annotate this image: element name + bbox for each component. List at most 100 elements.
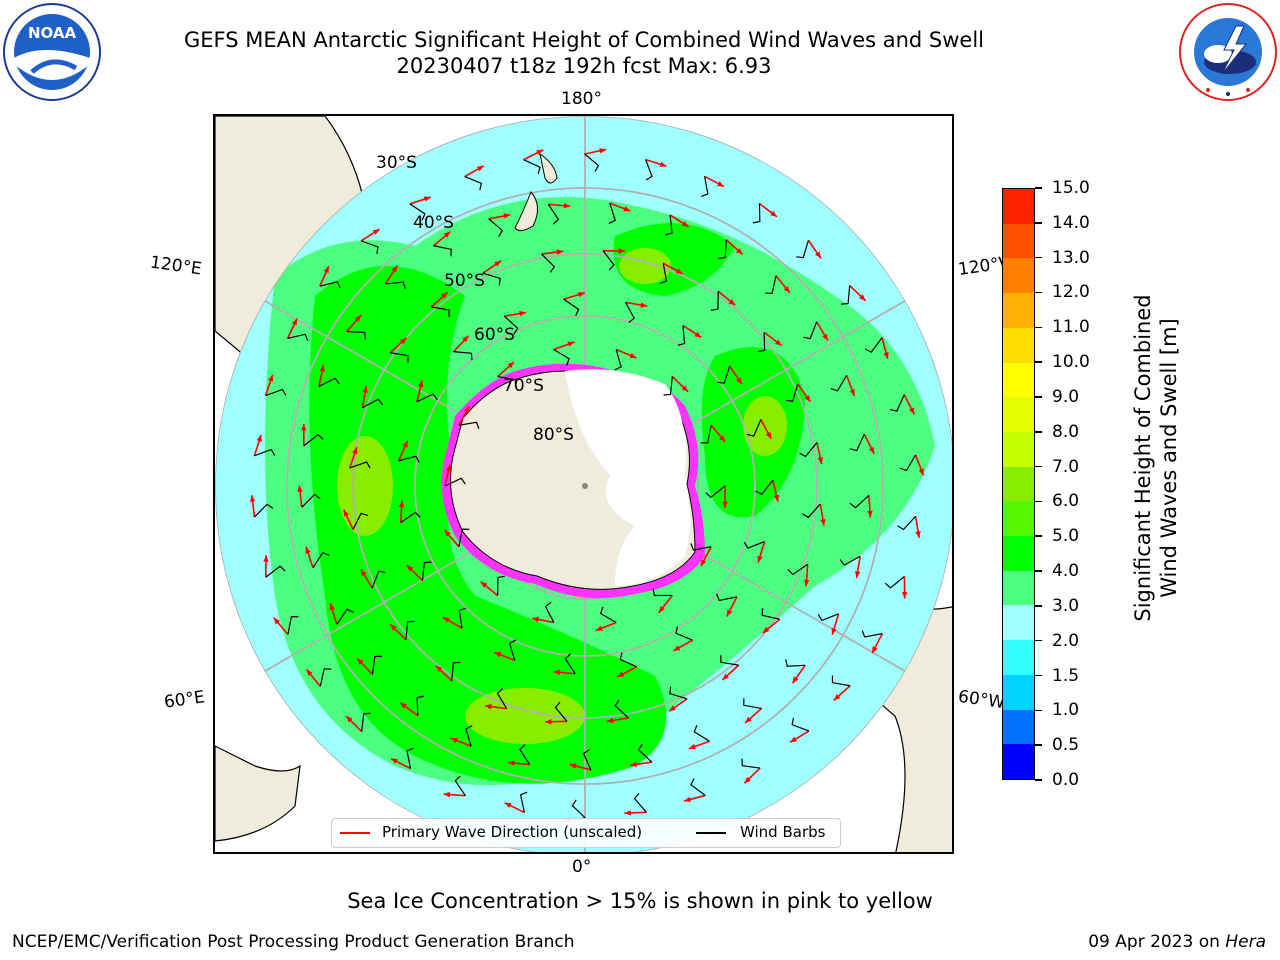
colorbar-tick	[1035, 605, 1042, 607]
wave-arrow-head	[668, 705, 676, 712]
wave-arrow-head	[700, 559, 707, 567]
wind-barb	[677, 325, 686, 346]
wind-barb	[717, 365, 731, 384]
wind-barb	[303, 433, 324, 447]
map-canvas	[215, 116, 952, 852]
lon-label-180: 180°	[561, 89, 602, 109]
colorbar-tick	[1035, 431, 1042, 433]
lat-label-50s: 50°S	[444, 271, 485, 291]
wave-arrow-head	[722, 673, 730, 680]
colorbar-tick-label: 11.0	[1052, 317, 1090, 338]
wind-barb	[421, 561, 432, 581]
wind-barb	[669, 686, 688, 700]
wave-arrow-head	[719, 435, 726, 443]
wind-barb	[547, 204, 560, 225]
wind-barb	[398, 455, 420, 463]
wind-barb	[720, 655, 739, 666]
wave-arrow-head	[504, 802, 512, 808]
colorbar-tick-label: 1.0	[1052, 700, 1080, 721]
wind-barb	[599, 606, 617, 624]
wave-arrow-head	[441, 292, 448, 299]
wind-barb	[400, 511, 421, 524]
wave-arrow-head	[391, 265, 398, 273]
wave-arrow-head	[476, 165, 484, 172]
wave-arrow-head	[544, 718, 552, 725]
wind-barb	[693, 725, 710, 742]
wave-arrow-head	[717, 181, 725, 187]
colorbar-tick-label: 8.0	[1052, 421, 1080, 442]
wind-barb	[619, 652, 637, 668]
lon-label-60w: 60°W	[956, 686, 1007, 714]
wave-arrow-head	[883, 351, 889, 359]
polar-map	[213, 114, 954, 854]
wind-barb	[608, 202, 616, 224]
colorbar-segment	[1003, 709, 1034, 745]
wind-barb	[785, 659, 806, 667]
wave-arrow-head	[443, 791, 451, 798]
wind-barb	[741, 758, 761, 769]
wave-arrow-head	[833, 694, 841, 701]
wave-arrow-head	[728, 299, 736, 306]
wind-barb	[453, 351, 473, 361]
wind-barb	[318, 377, 340, 387]
wind-barb	[287, 616, 299, 635]
wind-barb	[841, 285, 851, 305]
wind-barb	[319, 668, 332, 687]
colorbar-tick	[1035, 570, 1042, 572]
wave-arrow-head	[268, 374, 274, 382]
wave-arrow-head	[790, 736, 797, 743]
wind-barb	[765, 275, 777, 295]
wave-arrow-head	[400, 702, 407, 709]
wind-barb	[553, 348, 570, 366]
colorbar-tick-label: 14.0	[1052, 212, 1090, 233]
colorbar-label-line1: Significant Height of Combined	[1131, 294, 1155, 622]
wave-direction-legend-line	[340, 832, 370, 834]
wind-barb	[497, 375, 517, 387]
wind-barb	[817, 613, 839, 622]
wind-barb	[757, 332, 766, 353]
wave-arrow-head	[815, 251, 821, 259]
wind-barb	[371, 570, 386, 589]
wave-arrow-head	[773, 494, 780, 502]
wind-barb	[458, 607, 467, 629]
wind-barb	[254, 448, 276, 457]
colorbar-tick	[1035, 222, 1042, 224]
wave-arrow-head	[624, 810, 631, 816]
wave-arrow-head	[323, 266, 329, 274]
wind-barb	[752, 203, 761, 224]
wind-barb	[582, 749, 592, 771]
wave-arrow-head	[567, 341, 575, 347]
wave-arrow-head	[774, 339, 782, 346]
wave-arrow-head	[722, 501, 728, 508]
colorbar-tick	[1035, 291, 1042, 294]
wave-arrow-head	[444, 529, 451, 537]
wave-direction-arrows	[249, 148, 925, 823]
colorbar-segment	[1003, 466, 1034, 502]
wave-arrow-head	[736, 377, 742, 385]
colorbar-tick	[1035, 744, 1042, 746]
lat-label-30s: 30°S	[376, 153, 417, 173]
colorbar-tick	[1035, 674, 1042, 677]
wave-arrow-head	[606, 717, 614, 724]
map-legend: Primary Wave Direction (unscaled) Wind B…	[331, 818, 841, 848]
wind-barb	[454, 775, 466, 797]
wave-arrow-head	[357, 658, 364, 665]
wave-arrow-head	[867, 510, 873, 518]
wave-arrow-head	[297, 485, 303, 493]
wave-arrow-head	[726, 609, 733, 617]
lat-label-80s: 80°S	[533, 425, 574, 445]
wind-barb	[659, 263, 668, 285]
lat-label-60s: 60°S	[474, 325, 515, 345]
colorbar-segment	[1003, 501, 1034, 537]
wave-arrow-head	[630, 761, 637, 768]
colorbar-segment	[1003, 570, 1034, 606]
wind-barb	[458, 528, 470, 547]
sea-ice-note: Sea Ice Concentration > 15% is shown in …	[347, 889, 933, 913]
wave-arrow-head	[629, 352, 637, 358]
colorbar-segment	[1003, 605, 1034, 641]
wave-arrow-head	[462, 335, 469, 343]
colorbar-tick-label: 9.0	[1052, 386, 1080, 407]
wave-arrow-head	[263, 555, 269, 562]
colorbar-tick	[1035, 361, 1042, 363]
chart-subtitle: 20230407 t18z 192h fcst Max: 6.93	[396, 54, 772, 78]
